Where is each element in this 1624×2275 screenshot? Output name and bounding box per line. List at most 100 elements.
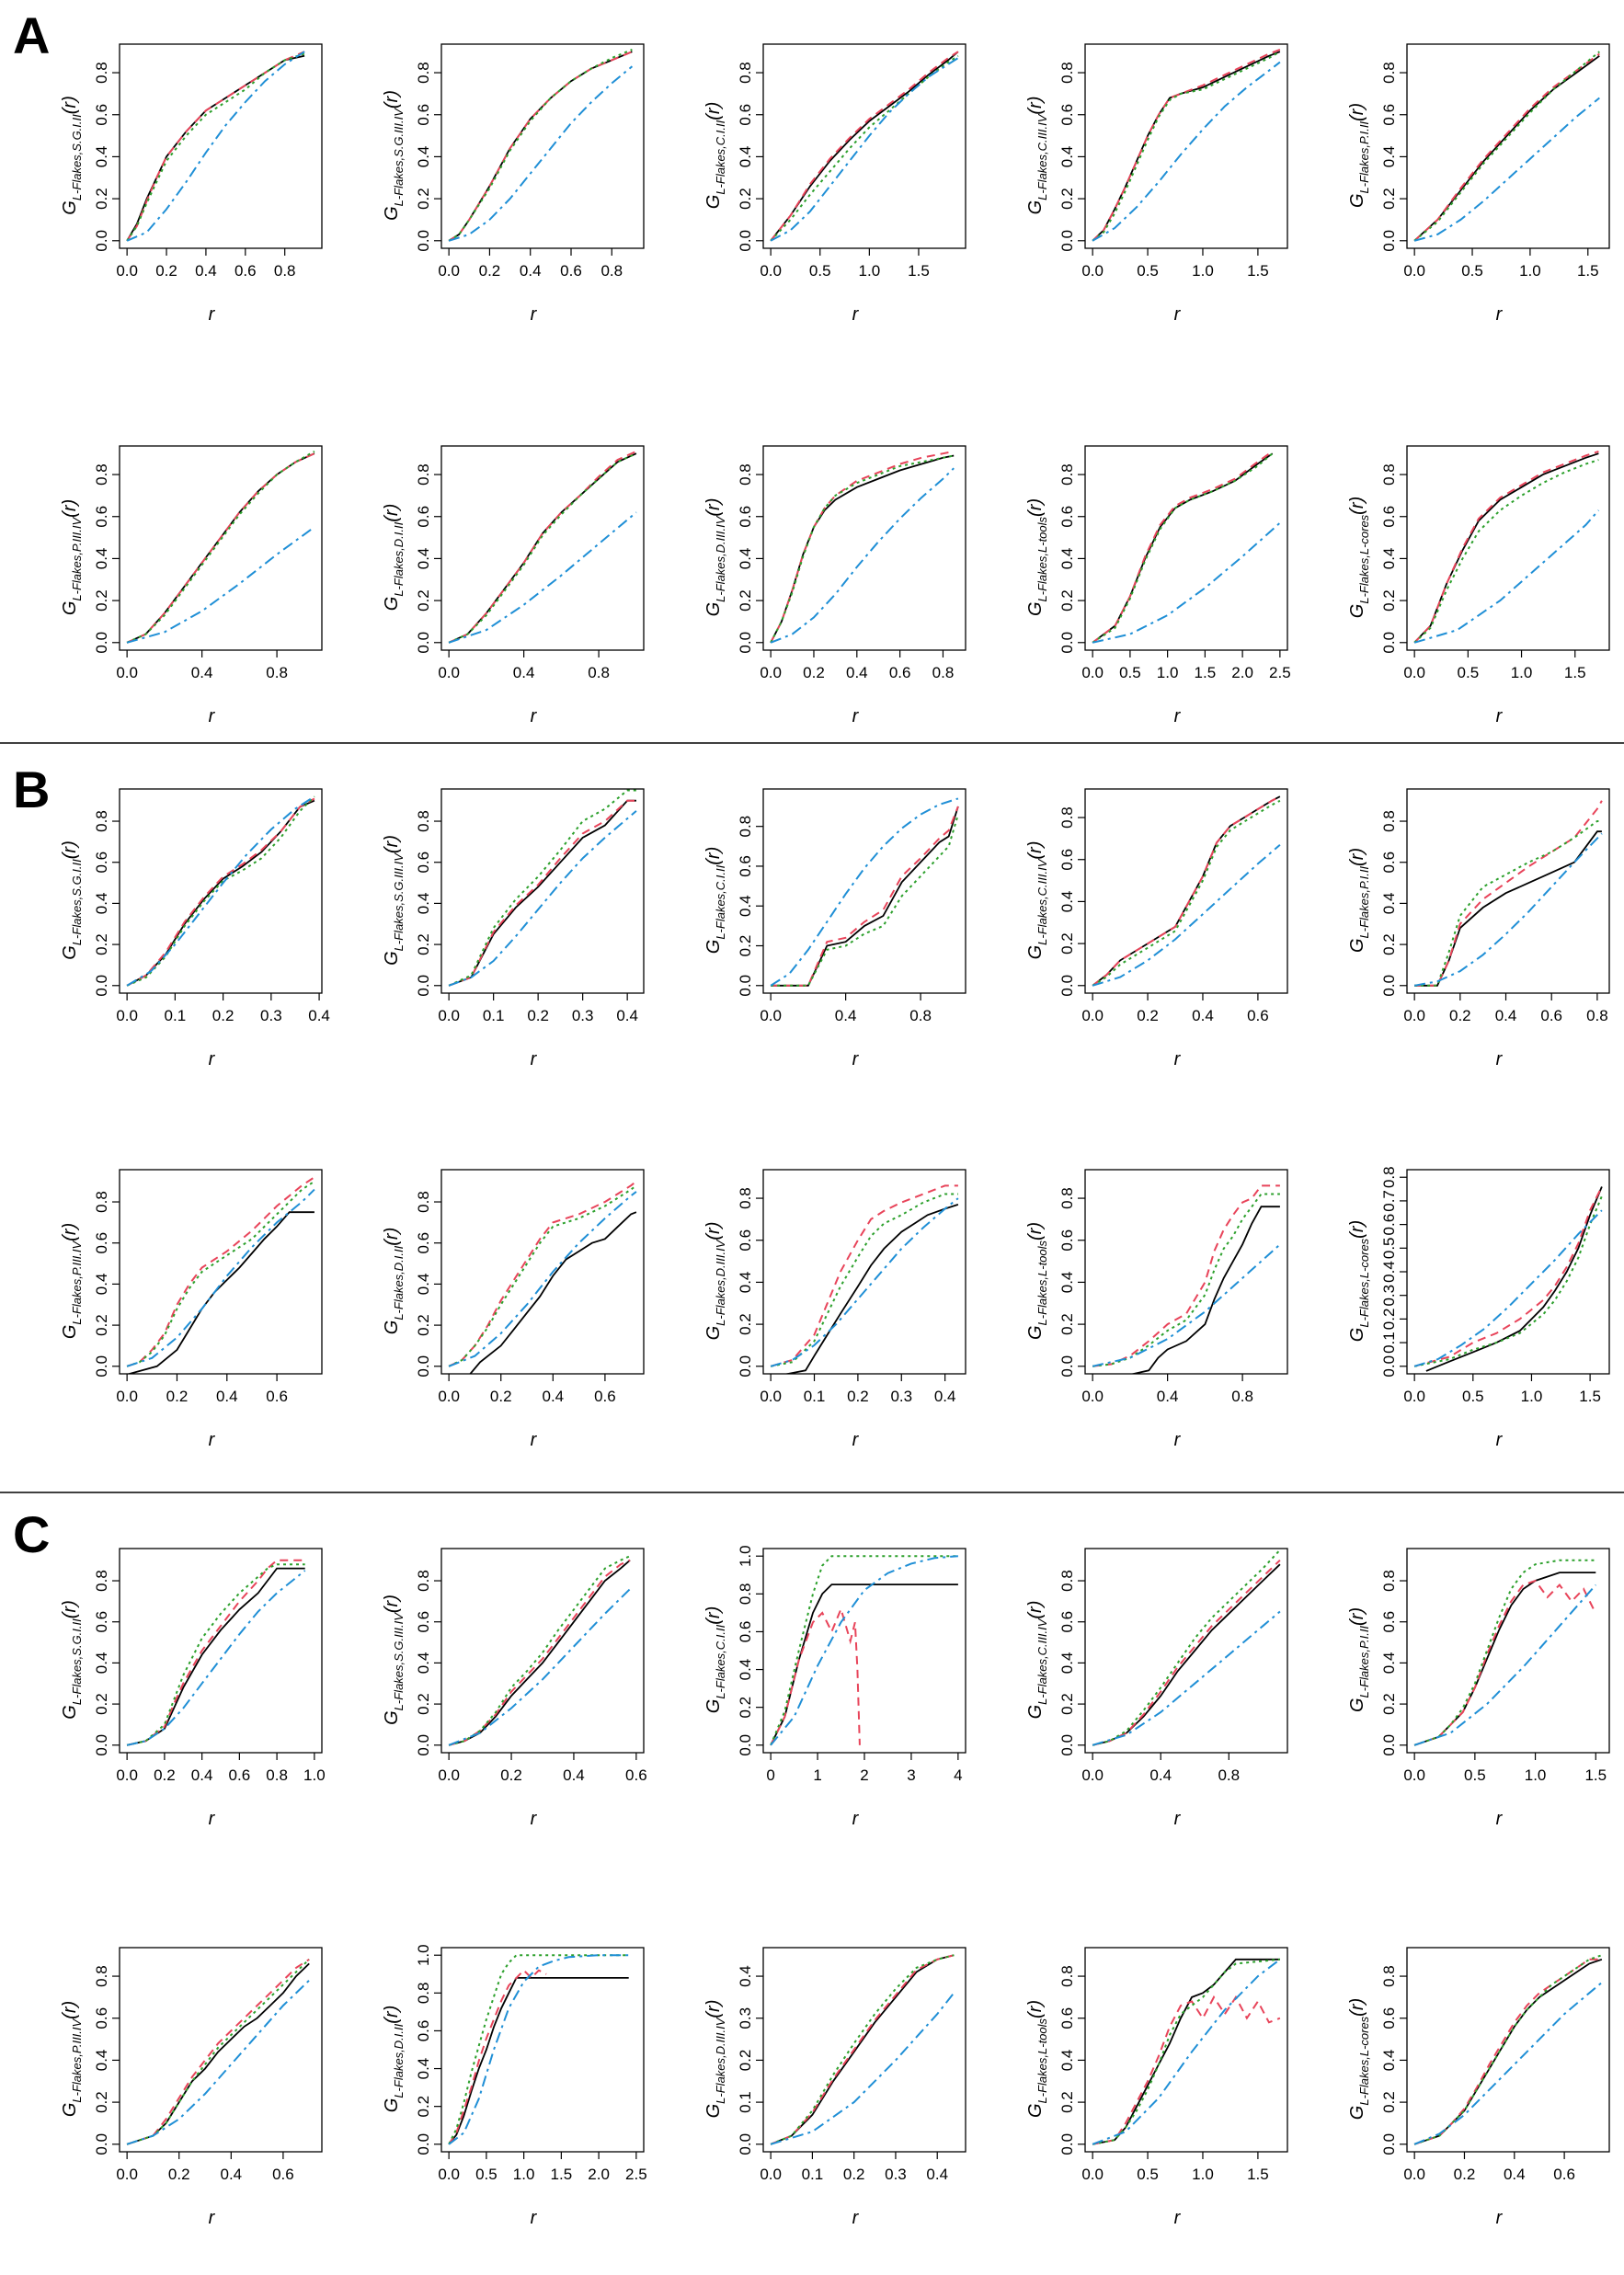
x-axis-label: r <box>1174 2208 1182 2228</box>
x-tick-label: 0.0 <box>1403 2166 1425 2183</box>
x-tick-label: 0.6 <box>594 1388 616 1405</box>
y-tick-label: 0.4 <box>93 1652 110 1675</box>
series-line-theoretical <box>1414 800 1603 987</box>
plot-frame <box>762 788 966 994</box>
y-axis-label: GL-Flakes,L-tools(r) <box>1025 2000 1049 2118</box>
y-tick-label: 0.2 <box>1058 2091 1076 2113</box>
y-tick-label: 0.4 <box>1380 548 1398 570</box>
y-axis-label: GL-Flakes,P.I.II(r) <box>1347 103 1371 208</box>
series-line-observed <box>1414 830 1602 987</box>
subplot-c6: 0.0 0.2 0.4 0.6 0.0 0.2 0.4 0.6 0.8 r GL-Flakes,P.… <box>60 1947 323 2228</box>
x-tick-label: 1.0 <box>1192 2166 1214 2183</box>
y-tick-label: 0.0 <box>93 230 110 252</box>
x-tick-label: 0.0 <box>1403 1766 1425 1784</box>
x-tick-label: 0.1 <box>804 1388 826 1405</box>
y-tick-label: 0.8 <box>1380 810 1398 832</box>
subplot-b10: 0.0 0.5 1.0 1.50.00.10.20.30.40.50.60.70.8r… <box>1347 1166 1610 1450</box>
x-axis-label: r <box>852 304 860 325</box>
y-tick-label: 0.4 <box>1380 2050 1398 2072</box>
x-tick-label: 2.0 <box>588 2166 610 2183</box>
plot-frame <box>440 1169 645 1375</box>
y-axis-label: GL-Flakes,D.I.II(r) <box>382 1228 406 1334</box>
subplot-b2: 0.0 0.1 0.2 0.3 0.4 0.0 0.2 0.4 0.6 0.8 r GL-Flakes… <box>382 788 645 1069</box>
y-tick-label: 0.0 <box>1380 1734 1398 1756</box>
series-line-poisson <box>1413 1982 1603 2145</box>
y-tick-label: 1.0 <box>737 1545 754 1567</box>
y-tick-label: 0.0 <box>737 632 754 654</box>
x-tick-label: 0.8 <box>909 1007 932 1024</box>
series-line-theoretical <box>448 1180 637 1367</box>
x-axis-label: r <box>852 706 860 726</box>
series-line-border_corrected <box>1092 452 1274 644</box>
series-line-border_corrected <box>126 1563 305 1746</box>
series-line-border_corrected <box>770 54 959 242</box>
y-tick-label: 0.2 <box>93 2091 110 2113</box>
x-tick-label: 2.5 <box>1269 664 1291 681</box>
y-axis-label: GL-Flakes,C.III.IV(r) <box>1025 1601 1049 1720</box>
plot-frame <box>119 43 323 249</box>
series-line-poisson <box>448 810 637 987</box>
y-tick-label: 0.6 <box>1380 506 1398 528</box>
series-line-poisson <box>1092 1243 1281 1367</box>
series-line-observed <box>126 799 315 987</box>
y-tick-label: 0.2 <box>93 933 110 955</box>
series-line-observed <box>469 1211 637 1374</box>
series-line-border_corrected <box>126 1180 315 1367</box>
x-tick-label: 0.0 <box>116 1007 138 1024</box>
x-tick-label: 0.0 <box>760 1388 782 1405</box>
x-tick-label: 0.4 <box>216 1388 238 1405</box>
plot-frame <box>1406 445 1610 651</box>
y-tick-label: 0.6 <box>737 104 754 126</box>
series-line-border_corrected <box>448 452 637 644</box>
y-tick-label: 0.2 <box>93 1314 110 1336</box>
x-tick-label: 0.8 <box>266 664 288 681</box>
subplot-a2: 0.0 0.2 0.4 0.6 0.8 0.0 0.2 0.4 0.6 0.8 r GL-Flakes… <box>382 43 645 325</box>
series-line-theoretical <box>1092 1559 1281 1746</box>
y-tick-label: 0.8 <box>415 1191 432 1213</box>
subplot-b6: 0.0 0.2 0.4 0.6 0.0 0.2 0.4 0.6 0.8 r GL-Flakes,P.… <box>60 1169 323 1450</box>
series-line-border_corrected <box>1092 51 1281 242</box>
series-line-poisson <box>770 467 955 644</box>
x-tick-label: 1.0 <box>1192 262 1214 280</box>
y-tick-label: 0.2 <box>93 589 110 612</box>
x-tick-label: 0.8 <box>266 1766 288 1784</box>
x-axis-label: r <box>209 1049 216 1069</box>
y-tick-label: 0.2 <box>1380 1693 1398 1715</box>
series-line-theoretical <box>1092 48 1281 242</box>
x-tick-label: 1.0 <box>513 2166 535 2183</box>
y-tick-label: 0.0 <box>737 1734 754 1756</box>
series-line-poisson <box>1413 97 1600 242</box>
y-tick-label: 0.8 <box>1380 1570 1398 1592</box>
x-tick-label: 0.6 <box>1553 2166 1575 2183</box>
subplot-b7: 0.0 0.2 0.4 0.6 0.0 0.2 0.4 0.6 0.8 r GL-Flakes,D.… <box>382 1169 645 1450</box>
subplot-c9: 0.0 0.5 1.0 1.5 0.0 0.2 0.4 0.6 0.8 r GL-Flakes,L-… <box>1025 1947 1288 2228</box>
x-tick-label: 1.5 <box>1564 664 1586 681</box>
x-tick-label: 0.5 <box>1462 1388 1484 1405</box>
y-tick-label: 0.8 <box>1058 1965 1076 1987</box>
x-tick-label: 0.8 <box>274 262 296 280</box>
y-tick-label: 0.6 <box>1058 849 1076 871</box>
x-axis-label: r <box>531 2208 538 2228</box>
y-tick-label: 0.4 <box>93 1274 110 1296</box>
plot-grid: 0.0 0.2 0.4 0.6 0.8 0.0 0.2 0.4 0.6 0.8 r GL-Flakes… <box>60 43 1610 2228</box>
x-tick-label: 1.0 <box>1521 1388 1543 1405</box>
x-tick-label: 0.0 <box>760 664 782 681</box>
y-tick-label: 0.0 <box>93 1355 110 1378</box>
y-tick-label: 0.8 <box>1058 463 1076 486</box>
series-line-border_corrected <box>126 52 305 242</box>
series-line-theoretical <box>448 51 633 242</box>
x-tick-label: 0.8 <box>588 664 610 681</box>
y-tick-label: 0.1 <box>1380 1332 1398 1354</box>
x-tick-label: 0.6 <box>1247 1007 1269 1024</box>
series-line-observed <box>126 1567 305 1746</box>
x-axis-label: r <box>209 706 216 726</box>
plot-frame <box>119 445 323 651</box>
y-tick-label: 0.8 <box>737 1187 754 1209</box>
x-tick-label: 1.5 <box>1247 262 1269 280</box>
y-axis-label: GL-Flakes,C.III.IV(r) <box>1025 97 1049 215</box>
series-line-observed <box>770 454 955 644</box>
y-axis-label: GL-Flakes,D.III.IV(r) <box>703 1222 727 1341</box>
y-tick-label: 0.8 <box>1380 1166 1398 1188</box>
y-tick-label: 0.0 <box>415 975 432 997</box>
plot-frame <box>440 1947 645 2153</box>
